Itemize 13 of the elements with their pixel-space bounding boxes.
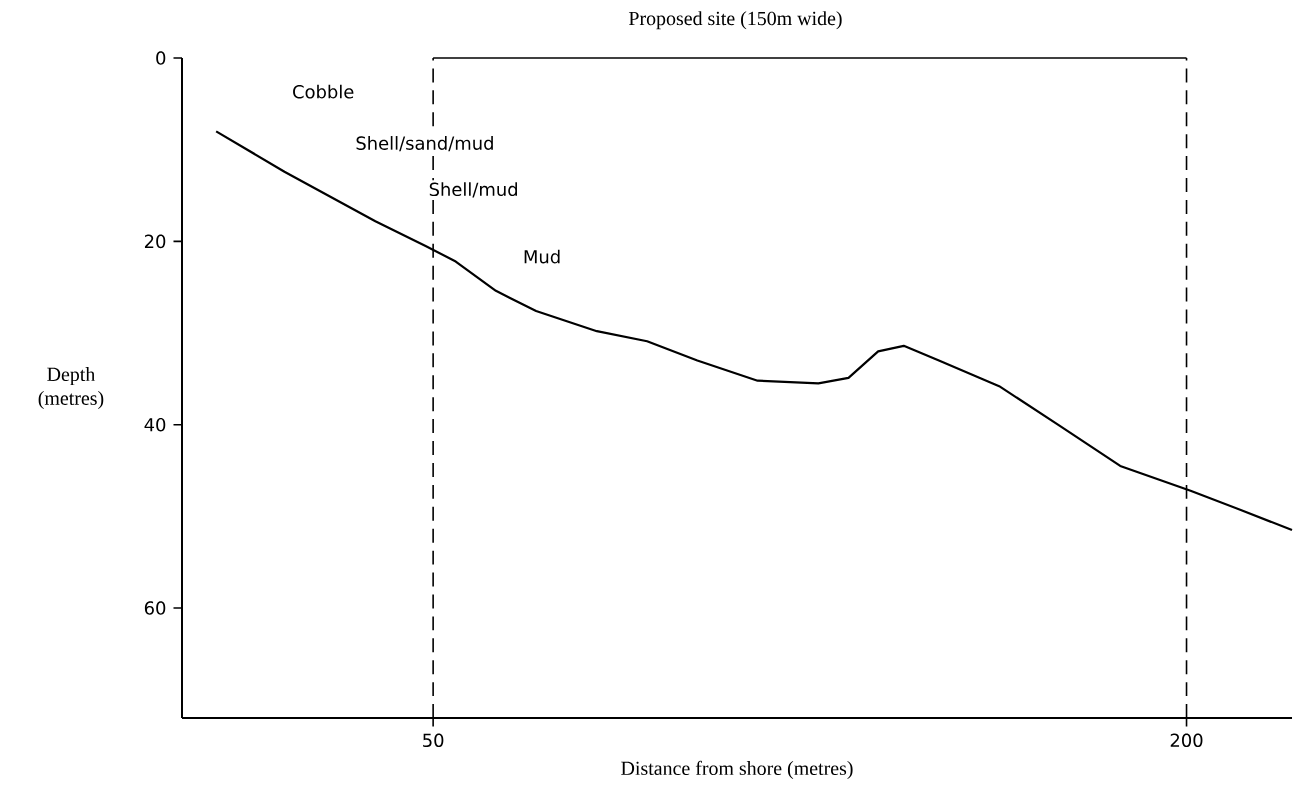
y-axis-title: Depth (metres) [38, 367, 104, 410]
y-tick-label: 0 [156, 51, 166, 65]
y-tick-label: 40 [144, 417, 166, 432]
y-tick-label: 20 [144, 234, 166, 249]
text: Proposed site (150m wide) [628, 11, 842, 30]
x-tick-label: 200 [1170, 733, 1203, 748]
y-tick-label: 60 [144, 601, 166, 615]
annotation: Cobble [293, 84, 354, 99]
annotation: Shell/mud [429, 182, 517, 198]
x-axis-title: Distance from shore (metres) [621, 760, 853, 780]
x-tick-label: 50 [423, 733, 444, 748]
annotation: Shell/sand/mud [356, 136, 493, 152]
annotation: Mud [524, 249, 560, 264]
